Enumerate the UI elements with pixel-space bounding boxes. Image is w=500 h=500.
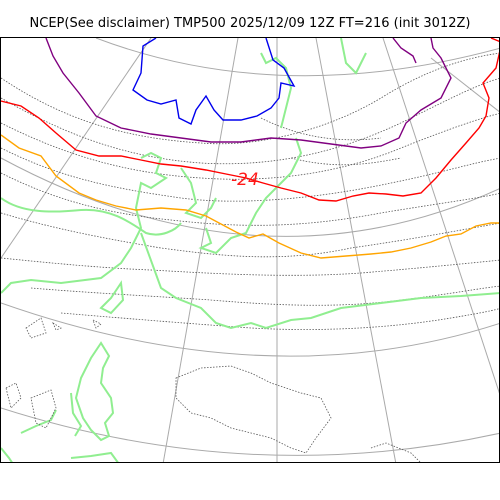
longitude-lines	[1, 38, 499, 462]
latitude-lines	[1, 38, 499, 456]
chart-title: NCEP(See disclaimer) TMP500 2025/12/09 1…	[29, 16, 471, 31]
blue-isotherm	[132, 38, 296, 125]
map-canvas: -24	[1, 38, 499, 462]
purple-isotherm	[45, 38, 452, 149]
coastlines	[1, 38, 499, 462]
islands	[5, 317, 421, 462]
isotherm-label: -24	[231, 170, 259, 190]
red-isotherm	[1, 38, 499, 202]
orange-isotherm	[1, 134, 499, 259]
weather-map: -24	[0, 37, 500, 463]
